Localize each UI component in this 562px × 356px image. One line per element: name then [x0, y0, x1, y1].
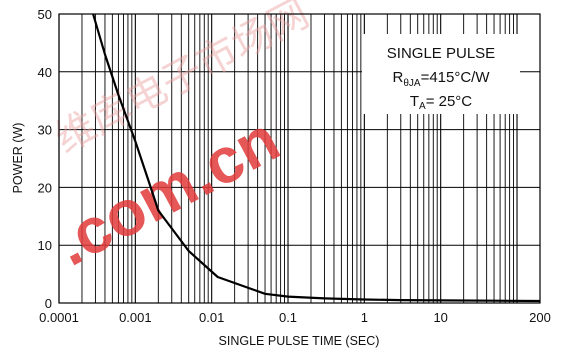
annotation-line2: RθJA=415°C/W: [392, 69, 490, 89]
annotation-r-prefix: R: [392, 69, 403, 86]
grid: [58, 13, 541, 304]
annotation-background: [362, 34, 520, 114]
y-tick-label: 10: [38, 238, 52, 253]
annotation-r-value: =415°C/W: [421, 69, 491, 86]
y-axis-title: POWER (W): [11, 123, 25, 194]
annotation-t-prefix: T: [410, 93, 419, 110]
y-tick-labels: 0 10 20 30 40 50: [38, 7, 52, 311]
y-tick-label: 40: [38, 65, 52, 80]
x-tick-label: 0.1: [279, 310, 297, 325]
series-layer: [92, 13, 541, 303]
annotation-line1: SINGLE PULSE: [387, 45, 495, 62]
plot-border: [58, 13, 541, 304]
x-tick-label: 0.0001: [39, 310, 79, 325]
x-tick-label: 1: [361, 310, 368, 325]
x-axis-title: SINGLE PULSE TIME (SEC): [219, 334, 380, 348]
x-tick-labels: 0.0001 0.001 0.01 0.1 1 10 200: [39, 310, 551, 325]
annotation-t-value: = 25°C: [426, 93, 473, 110]
annotation-r-sub: θJA: [403, 78, 421, 89]
x-tick-label: 0.001: [119, 310, 152, 325]
series-line: [92, 13, 541, 303]
y-tick-label: 0: [45, 296, 52, 311]
annotation-box: SINGLE PULSE RθJA=415°C/W TA= 25°C: [362, 34, 520, 114]
y-tick-label: 30: [38, 123, 52, 138]
x-tick-label: 10: [433, 310, 447, 325]
y-tick-label: 20: [38, 180, 52, 195]
x-tick-label: 0.01: [199, 310, 224, 325]
annotation-line3: TA= 25°C: [410, 93, 472, 112]
y-tick-label: 50: [38, 7, 52, 22]
x-tick-label: 200: [529, 310, 551, 325]
annotation-t-sub: A: [419, 101, 426, 112]
